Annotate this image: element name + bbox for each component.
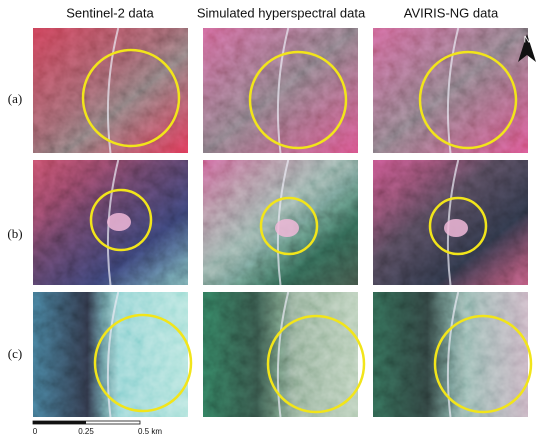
image-feature <box>276 27 290 154</box>
highlight-circle <box>89 188 153 252</box>
image-feature <box>444 219 468 237</box>
highlight-circle <box>81 48 181 148</box>
row-label: (c) <box>8 346 22 361</box>
row-label: (b) <box>7 226 22 241</box>
highlight-circle <box>433 314 533 414</box>
image-texture <box>373 292 528 417</box>
image-feature <box>446 291 460 418</box>
image-panel <box>203 27 358 154</box>
image-grid <box>33 27 533 418</box>
image-panel <box>203 291 366 418</box>
scale-bar: 0 0.25 0.5 km <box>32 420 162 436</box>
image-feature <box>446 27 460 154</box>
image-feature <box>106 291 120 418</box>
north-label: N <box>524 34 531 44</box>
scale-label: 0.5 km <box>138 427 162 436</box>
image-panel <box>33 27 188 154</box>
image-feature <box>106 27 120 154</box>
image-panel <box>203 159 358 286</box>
scale-label: 0.25 <box>78 427 94 436</box>
image-panel <box>33 291 193 418</box>
highlight-circle <box>259 196 319 256</box>
highlight-circle <box>248 50 348 150</box>
column-header: Simulated hyperspectral data <box>197 5 366 20</box>
image-feature <box>276 291 290 418</box>
image-panel <box>373 291 533 418</box>
image-feature <box>275 219 299 237</box>
scale-label: 0 <box>33 427 38 436</box>
image-panel <box>373 27 528 154</box>
image-texture <box>33 28 188 153</box>
image-feature <box>107 213 131 231</box>
highlight-circle <box>428 196 488 256</box>
north-arrow: N <box>518 34 536 62</box>
image-texture <box>203 292 358 417</box>
row-label: (a) <box>8 91 22 106</box>
column-header: AVIRIS-NG data <box>404 5 499 20</box>
column-header: Sentinel-2 data <box>66 5 154 20</box>
image-texture <box>203 28 358 153</box>
highlight-circle <box>266 314 366 414</box>
image-texture <box>33 292 188 417</box>
image-panel <box>33 159 188 286</box>
highlight-circle <box>93 313 193 413</box>
image-panel <box>373 159 528 286</box>
image-texture <box>373 28 528 153</box>
highlight-circle <box>418 50 518 150</box>
